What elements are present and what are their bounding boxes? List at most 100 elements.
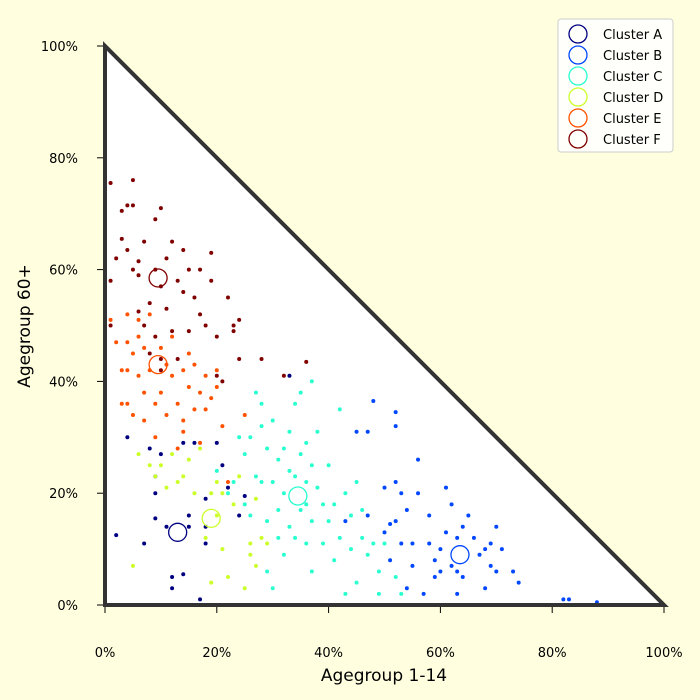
cluster-a-point xyxy=(114,533,119,538)
cluster-c-point xyxy=(382,541,387,546)
cluster-a-point xyxy=(158,452,163,457)
cluster-f-point xyxy=(192,295,197,300)
y-tick-label: 0% xyxy=(57,599,78,614)
cluster-f-point xyxy=(136,273,141,278)
cluster-f-point xyxy=(108,278,113,283)
cluster-f-point xyxy=(147,301,152,306)
cluster-c-point xyxy=(293,474,298,479)
cluster-f-point xyxy=(175,357,180,362)
cluster-d-point xyxy=(158,463,163,468)
cluster-b-point xyxy=(455,535,460,540)
cluster-b-point xyxy=(432,575,437,580)
cluster-f-point xyxy=(209,250,214,255)
cluster-c-point xyxy=(248,513,253,518)
cluster-d-point xyxy=(209,491,214,496)
cluster-c-point xyxy=(365,552,370,557)
cluster-b-point xyxy=(516,580,521,585)
y-tick-label: 100% xyxy=(41,40,78,55)
cluster-c-point xyxy=(259,424,264,429)
cluster-c-point xyxy=(354,480,359,485)
cluster-b-point xyxy=(393,424,398,429)
cluster-b-legend-label: Cluster B xyxy=(603,49,662,64)
cluster-d-point xyxy=(253,563,258,568)
cluster-f-point xyxy=(158,368,163,373)
cluster-c-point xyxy=(281,552,286,557)
cluster-c-point xyxy=(332,502,337,507)
cluster-a-point xyxy=(214,440,219,445)
cluster-f-point xyxy=(125,248,130,253)
cluster-b-point xyxy=(561,597,566,602)
cluster-c-point xyxy=(276,507,281,512)
cluster-c-point xyxy=(298,507,303,512)
cluster-f-point xyxy=(237,317,242,322)
cluster-centroids-layer xyxy=(148,268,470,565)
cluster-f-point xyxy=(164,306,169,311)
cluster-a-centroid xyxy=(168,522,188,542)
cluster-d-point xyxy=(214,513,219,518)
x-tick-label: 60% xyxy=(426,646,455,661)
cluster-c-point xyxy=(343,491,348,496)
cluster-b-point xyxy=(466,513,471,518)
cluster-f-point xyxy=(147,351,152,356)
x-axis-ticks: 0% 20% 40% 60% 80% 100% xyxy=(95,607,683,661)
cluster-c-point xyxy=(376,591,381,596)
cluster-a-legend-marker xyxy=(568,24,588,44)
cluster-b-point xyxy=(382,530,387,535)
cluster-a-point xyxy=(181,572,186,577)
cluster-e-legend-marker xyxy=(568,108,588,128)
cluster-f-point xyxy=(259,357,264,362)
cluster-e-point xyxy=(147,312,152,317)
cluster-c-point xyxy=(281,491,286,496)
cluster-f-point xyxy=(108,323,113,328)
cluster-c-point xyxy=(348,547,353,552)
cluster-f-point xyxy=(119,208,124,213)
cluster-e-point xyxy=(181,368,186,373)
cluster-e-point xyxy=(125,312,130,317)
cluster-d-point xyxy=(237,474,242,479)
cluster-f-point xyxy=(198,312,203,317)
x-tick-label: 80% xyxy=(538,646,567,661)
y-tick-label: 40% xyxy=(49,375,78,390)
cluster-c-point xyxy=(309,519,314,524)
cluster-e-point xyxy=(142,390,147,395)
cluster-f-point xyxy=(281,373,286,378)
cluster-d-point xyxy=(259,535,264,540)
cluster-b-point xyxy=(483,547,488,552)
cluster-e-point xyxy=(198,390,203,395)
cluster-d-centroid xyxy=(201,508,221,529)
cluster-f-point xyxy=(142,323,147,328)
cluster-b-point xyxy=(471,535,476,540)
cluster-a-point xyxy=(170,575,175,580)
cluster-c-point xyxy=(259,401,264,406)
cluster-f-point xyxy=(125,203,130,208)
cluster-c-point xyxy=(332,558,337,563)
cluster-e-point xyxy=(209,396,214,401)
cluster-c-point xyxy=(309,463,314,468)
cluster-b-point xyxy=(382,485,387,490)
cluster-c-point xyxy=(321,541,326,546)
y-tick-label: 80% xyxy=(49,152,78,167)
cluster-a-point xyxy=(203,541,208,546)
cluster-e-point xyxy=(153,401,158,406)
cluster-c-point xyxy=(287,524,292,529)
cluster-f-point xyxy=(136,259,141,264)
cluster-c-point xyxy=(298,390,303,395)
cluster-c-point xyxy=(371,541,376,546)
cluster-f-point xyxy=(237,357,242,362)
cluster-e-point xyxy=(214,368,219,373)
cluster-e-point xyxy=(192,362,197,367)
cluster-e-legend-label: Cluster E xyxy=(603,112,662,127)
cluster-c-point xyxy=(337,407,342,412)
cluster-a-point xyxy=(198,597,203,602)
cluster-d-point xyxy=(220,547,225,552)
cluster-c-point xyxy=(231,480,236,485)
x-axis-title: Agegroup 1-14 xyxy=(321,666,447,686)
cluster-c-point xyxy=(376,569,381,574)
cluster-a-point xyxy=(153,491,158,496)
cluster-c-point xyxy=(393,575,398,580)
cluster-e-point xyxy=(186,384,191,389)
cluster-b-point xyxy=(511,569,516,574)
cluster-c-point xyxy=(326,519,331,524)
cluster-f-legend-marker xyxy=(568,129,588,149)
cluster-a-point xyxy=(170,586,175,591)
